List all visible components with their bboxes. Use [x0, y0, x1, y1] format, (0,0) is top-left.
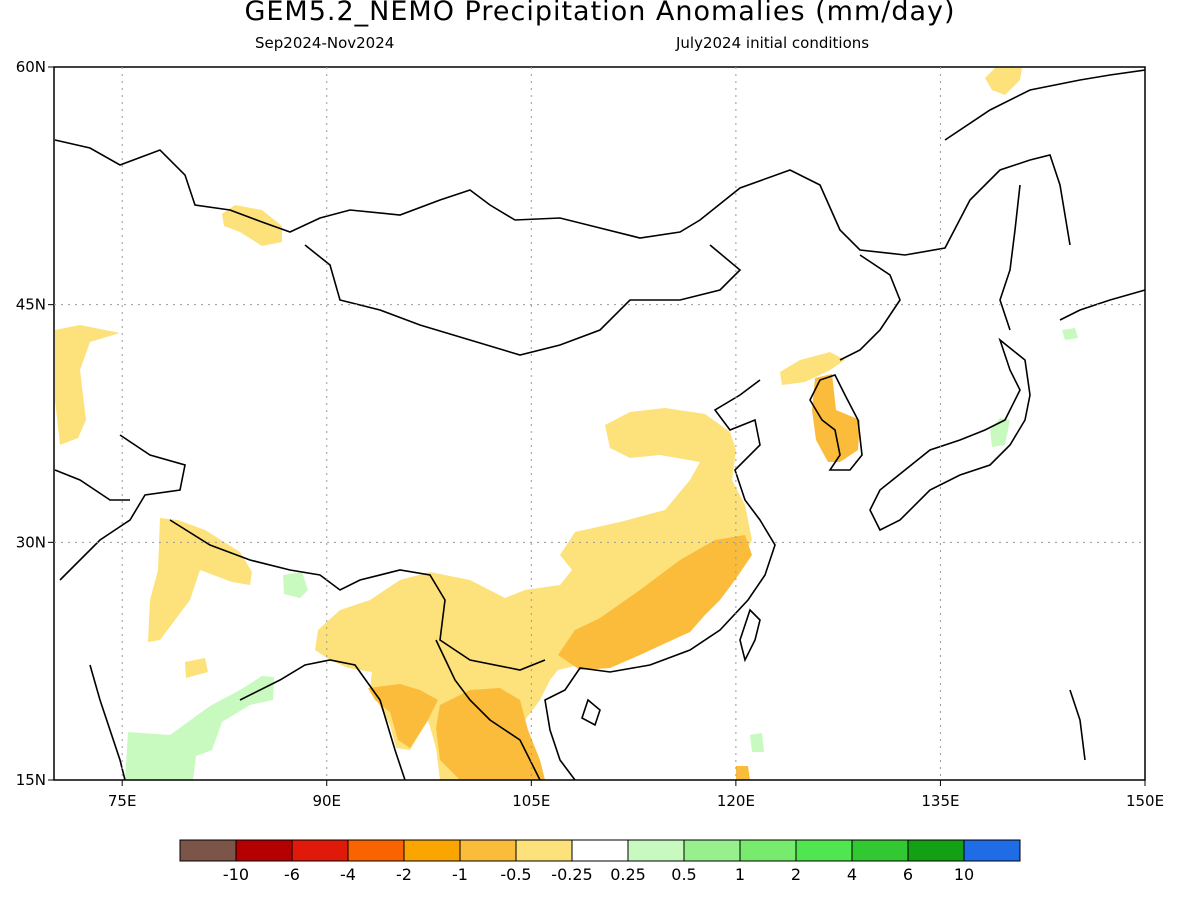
colorbar-swatch [571, 839, 629, 862]
colorbar-swatch [179, 839, 237, 862]
colorbar-label: -2 [396, 865, 412, 884]
coastlines [54, 69, 1146, 781]
map-gridlines [54, 67, 1145, 780]
colorbar-label: -10 [223, 865, 249, 884]
colorbar-label: -6 [284, 865, 300, 884]
colorbar-swatch [291, 839, 349, 862]
colorbar-label: 10 [954, 865, 974, 884]
forecast-period: Sep2024-Nov2024 [255, 34, 395, 52]
colorbar-label: 0.5 [671, 865, 696, 884]
colorbar-label: -4 [340, 865, 356, 884]
lat-tick-label: 30N [16, 533, 46, 551]
colorbar-swatch [347, 839, 405, 862]
lon-tick-label: 75E [108, 792, 137, 810]
anomaly-layer [55, 68, 1078, 780]
colorbar-swatch [627, 839, 685, 862]
lat-tick-label: 45N [16, 296, 46, 314]
lon-tick-label: 135E [921, 792, 959, 810]
colorbar-swatch [851, 839, 909, 862]
colorbar-swatch [235, 839, 293, 862]
colorbar-label: 1 [735, 865, 745, 884]
colorbar: -10 -6 -4 -2 -1 -0.5 -0.25 0.25 0.5 1 2 4 6 10 [179, 839, 1021, 884]
colorbar-label: -0.25 [551, 865, 592, 884]
colorbar-label: 2 [791, 865, 801, 884]
lon-tick-label: 120E [717, 792, 755, 810]
colorbar-swatch [403, 839, 461, 862]
colorbar-swatch [963, 839, 1021, 862]
colorbar-label: 4 [847, 865, 857, 884]
dry-anomaly-moderate-regions [368, 374, 860, 780]
colorbar-label: 6 [903, 865, 913, 884]
map-frame [53, 66, 1146, 781]
colorbar-swatch [739, 839, 797, 862]
lat-tick-label: 15N [16, 771, 46, 789]
axis-ticks: 75E 90E 105E 120E 135E 150E 60N 45N 30N 15N [16, 58, 1164, 810]
wet-anomaly-regions [125, 328, 1078, 780]
lon-tick-label: 90E [312, 792, 341, 810]
colorbar-swatch [515, 839, 573, 862]
lon-tick-label: 105E [512, 792, 550, 810]
colorbar-label: -0.5 [500, 865, 531, 884]
colorbar-swatch [459, 839, 517, 862]
colorbar-swatch [907, 839, 965, 862]
initial-conditions: July2024 initial conditions [676, 34, 870, 52]
lon-tick-label: 150E [1126, 792, 1164, 810]
colorbar-swatch [795, 839, 853, 862]
chart-title: GEM5.2_NEMO Precipitation Anomalies (mm/… [244, 0, 956, 27]
lat-tick-label: 60N [16, 58, 46, 76]
dry-anomaly-light-regions [55, 68, 1022, 780]
colorbar-label: -1 [452, 865, 468, 884]
colorbar-swatch [683, 839, 741, 862]
colorbar-label: 0.25 [610, 865, 646, 884]
